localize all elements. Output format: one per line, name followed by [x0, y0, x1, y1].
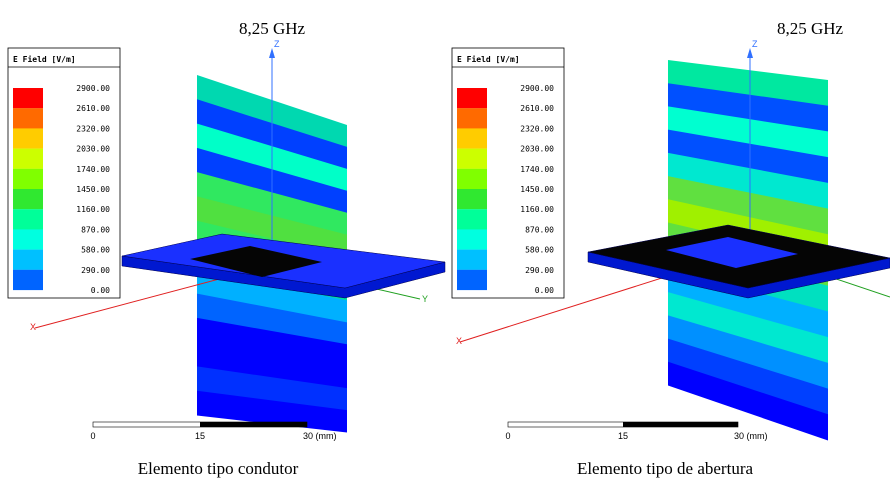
- legend-swatch: [13, 209, 43, 230]
- legend-label: 290.00: [81, 266, 110, 275]
- legend-label: 2320.00: [76, 124, 110, 133]
- legend-swatch: [457, 269, 487, 291]
- legend-title: E Field [V/m]: [457, 54, 520, 64]
- legend-swatch: [13, 128, 43, 149]
- legend-swatch: [457, 88, 487, 109]
- legend-label: 2900.00: [520, 84, 554, 93]
- scale-bar-fill: [200, 422, 307, 427]
- panel-title: 8,25 GHz: [777, 19, 844, 38]
- scale-label: 0: [90, 431, 95, 441]
- scale-bar-fill: [623, 422, 738, 427]
- legend-label: 290.00: [525, 266, 554, 275]
- field-plane: [668, 176, 828, 235]
- field-plane: [197, 317, 347, 367]
- legend-label: 2320.00: [520, 124, 554, 133]
- scale-label: 0: [505, 431, 510, 441]
- legend-swatch: [457, 128, 487, 149]
- legend-swatch: [13, 108, 43, 129]
- axis-label: Z: [274, 39, 280, 49]
- legend-title: E Field [V/m]: [13, 54, 76, 64]
- axis-label: Z: [752, 39, 758, 49]
- legend-swatch: [13, 168, 43, 190]
- legend-label: 1740.00: [520, 165, 554, 174]
- legend-label: 870.00: [81, 225, 110, 234]
- panel-title: 8,25 GHz: [239, 19, 306, 38]
- legend-label: 2610.00: [520, 104, 554, 113]
- legend-swatch: [13, 249, 43, 270]
- legend-label: 0.00: [91, 286, 110, 295]
- legend-swatch: [13, 148, 43, 169]
- legend-swatch: [13, 88, 43, 109]
- scale-label: 15: [195, 431, 205, 441]
- legend-label: 1160.00: [76, 205, 110, 214]
- legend-swatch: [457, 148, 487, 169]
- legend-swatch: [13, 269, 43, 291]
- field-plane: [668, 106, 828, 158]
- legend-label: 0.00: [535, 286, 554, 295]
- axis-label: Y: [422, 294, 428, 304]
- patch: [190, 246, 322, 277]
- field-plane: [197, 293, 347, 345]
- field-plane: [668, 129, 828, 184]
- legend-label: 2030.00: [76, 145, 110, 154]
- legend-swatch: [457, 209, 487, 230]
- axis-label: X: [456, 336, 462, 346]
- field-plane: [668, 83, 828, 132]
- legend-swatch: [457, 229, 487, 250]
- axis-label: X: [30, 322, 36, 332]
- field-plane: [197, 390, 347, 433]
- field-plane: [197, 269, 347, 323]
- scale-label: 30 (mm): [303, 431, 337, 441]
- legend-label: 2610.00: [76, 104, 110, 113]
- field-plane: [668, 292, 828, 364]
- legend-swatch: [13, 189, 43, 210]
- legend-label: 870.00: [525, 225, 554, 234]
- field-plane: [668, 338, 828, 415]
- patch: [666, 237, 798, 268]
- field-plane: [668, 361, 828, 441]
- legend-swatch: [13, 229, 43, 250]
- caption: Elemento tipo condutor: [138, 459, 299, 478]
- field-plane: [668, 152, 828, 210]
- field-plane: [668, 315, 828, 390]
- legend-swatch: [457, 249, 487, 270]
- panel: Z Y X 8,25 GHz E Field [V/m] 2900.00 2610.00 23…: [7, 19, 446, 478]
- legend-swatch: [457, 168, 487, 190]
- legend-swatch: [457, 108, 487, 129]
- caption: Elemento tipo de abertura: [577, 459, 754, 478]
- legend-label: 580.00: [525, 246, 554, 255]
- legend-swatch: [457, 189, 487, 210]
- field-plane: [668, 60, 828, 107]
- legend-label: 1450.00: [520, 185, 554, 194]
- legend-label: 2030.00: [520, 145, 554, 154]
- z-arrow: [747, 48, 753, 58]
- legend-label: 580.00: [81, 246, 110, 255]
- scale-label: 30 (mm): [734, 431, 768, 441]
- field-plane: [197, 342, 347, 389]
- field-plane: [197, 366, 347, 411]
- legend-label: 1740.00: [76, 165, 110, 174]
- z-arrow: [269, 48, 275, 58]
- scale-label: 15: [618, 431, 628, 441]
- legend-label: 2900.00: [76, 84, 110, 93]
- panel: Z X 8,25 GHz E Field [V/m] 2900.00 2610.00 232…: [451, 19, 890, 478]
- legend-label: 1450.00: [76, 185, 110, 194]
- legend-label: 1160.00: [520, 205, 554, 214]
